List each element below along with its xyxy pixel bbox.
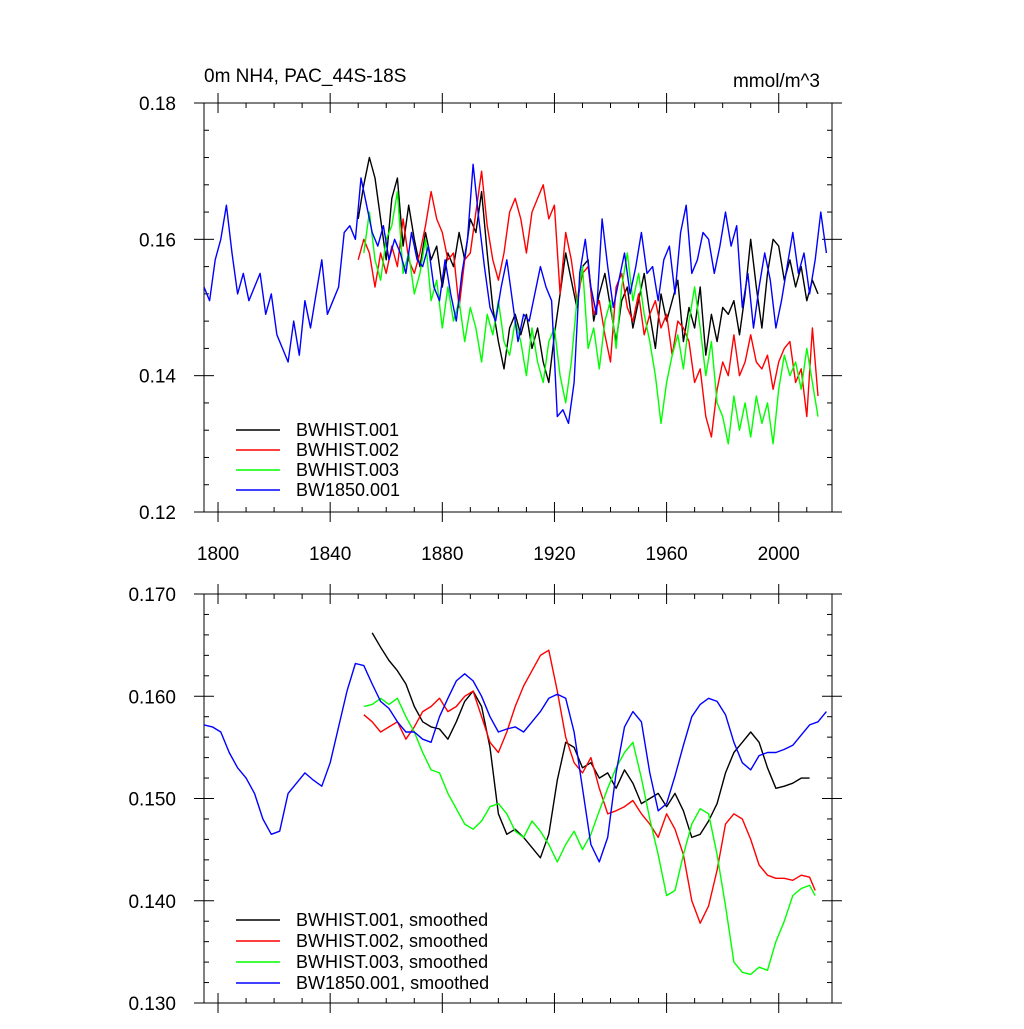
x-tick-label: 1840 — [309, 544, 351, 565]
y-tick-label: 0.18 — [139, 94, 176, 115]
x-tick-label: 1880 — [421, 544, 463, 565]
plot-frame — [203, 102, 833, 513]
legend-label: BWHIST.003 — [296, 460, 399, 480]
x-tick-label: 1960 — [645, 544, 687, 565]
legend-label: BWHIST.001 — [296, 420, 399, 440]
y-tick-label: 0.140 — [128, 892, 176, 913]
series-line-bwhist-003-smoothed — [363, 697, 816, 976]
x-tick-label: 1920 — [533, 544, 575, 565]
y-tick-label: 0.14 — [139, 367, 176, 388]
units-label: mmol/m^3 — [733, 71, 820, 92]
series-line-bw1850-001-smoothed — [204, 662, 827, 863]
y-tick-label: 0.16 — [139, 230, 176, 251]
legend-label: BW1850.001, smoothed — [296, 973, 489, 993]
legend-label: BWHIST.001, smoothed — [296, 910, 488, 930]
chart-panel-2: 0.130 0.140 0.150 0.160 0.170 BWHIST.001, smo… — [128, 584, 842, 1015]
y-tick-label: 0.150 — [128, 790, 176, 811]
series-line-bwhist-003 — [363, 190, 819, 445]
legend-label: BWHIST.002 — [296, 440, 399, 460]
y-tick-label: 0.12 — [139, 503, 176, 524]
y-tick-label: 0.160 — [128, 687, 176, 708]
series-line-bwhist-002-smoothed — [363, 649, 816, 924]
legend-label: BW1850.001 — [296, 480, 400, 500]
legend-label: BWHIST.002, smoothed — [296, 931, 488, 951]
chart-panel-1: 1800 1840 1880 1920 1960 2000 0.12 0.14 0.16 0.18… — [139, 93, 842, 565]
series-line-bw1850-001 — [204, 163, 828, 425]
x-tick-label: 2000 — [758, 544, 800, 565]
legend-label: BWHIST.003, smoothed — [296, 952, 488, 972]
x-tick-label: 1800 — [197, 544, 239, 565]
chart-title: 0m NH4, PAC_44S-18S — [204, 66, 406, 87]
y-tick-label: 0.170 — [128, 585, 176, 606]
y-tick-label: 0.130 — [128, 994, 176, 1015]
